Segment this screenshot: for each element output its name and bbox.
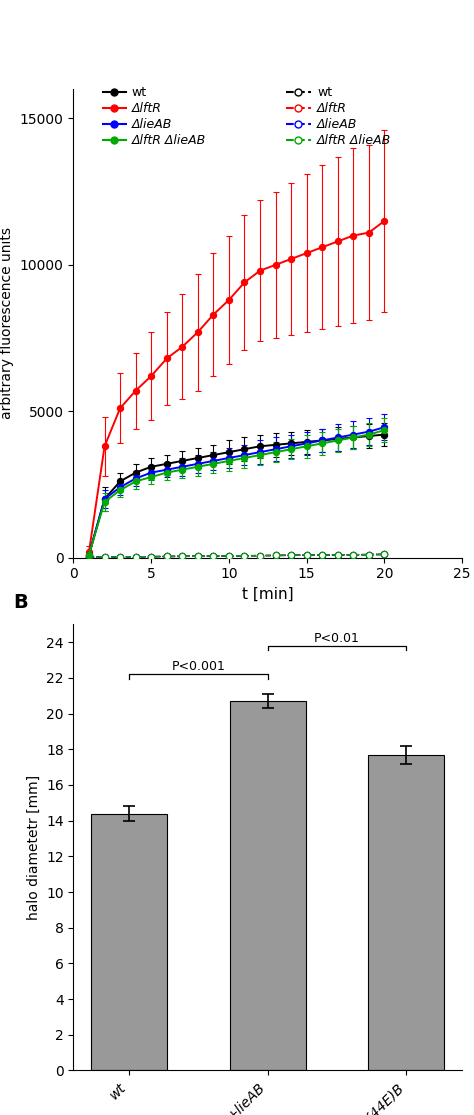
Bar <box>230 701 306 1070</box>
Legend: wt, ΔlftR, ΔlieAB, ΔlftR ΔlieAB: wt, ΔlftR, ΔlieAB, ΔlftR ΔlieAB <box>286 86 391 147</box>
X-axis label: t [min]: t [min] <box>242 586 293 602</box>
Y-axis label: arbitrary fluorescence units: arbitrary fluorescence units <box>0 227 14 419</box>
Bar <box>368 755 445 1070</box>
Bar <box>91 814 167 1070</box>
Text: P<0.01: P<0.01 <box>314 632 360 644</box>
Text: B: B <box>13 593 28 612</box>
Text: P<0.001: P<0.001 <box>172 660 226 673</box>
Y-axis label: halo diametetr [mm]: halo diametetr [mm] <box>27 775 40 920</box>
